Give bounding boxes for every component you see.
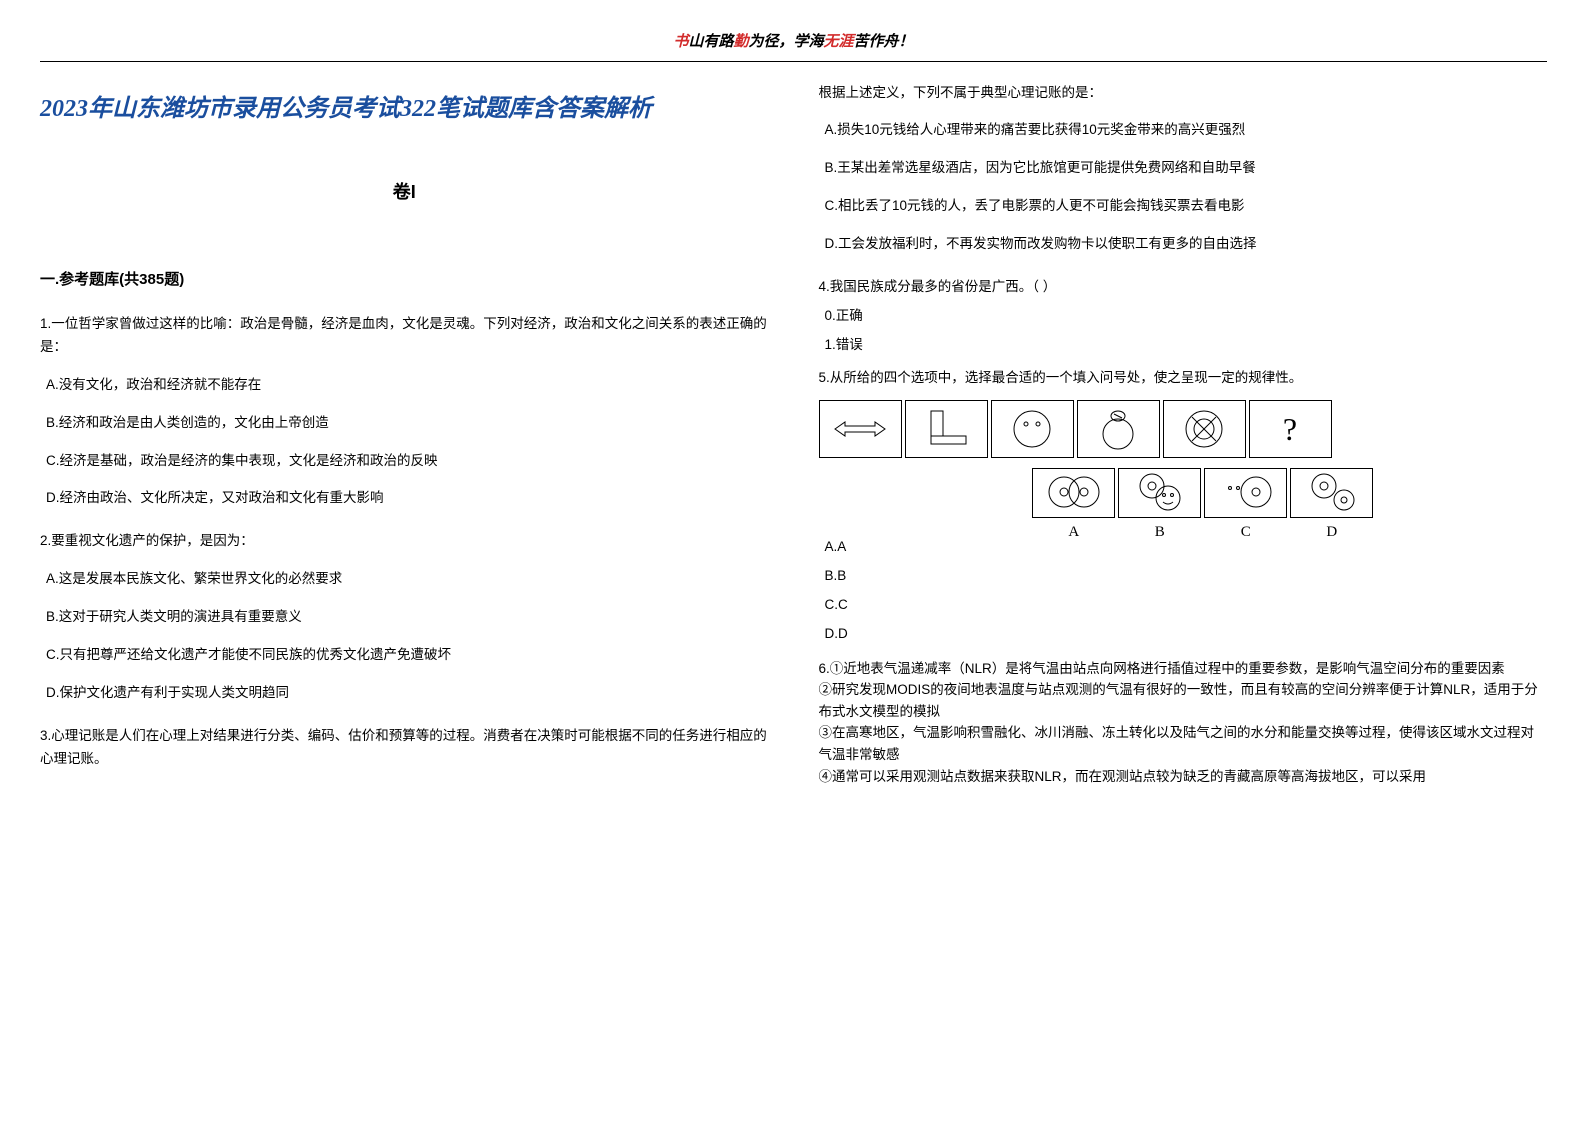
q5-option-b: B.B xyxy=(825,565,1548,588)
q6-line4: ④通常可以采用观测站点数据来获取NLR，而在观测站点较为缺乏的青藏高原等高海拔地… xyxy=(819,766,1548,788)
q3-option-b: B.王某出差常选星级酒店，因为它比旅馆更可能提供免费网络和自助早餐 xyxy=(825,157,1548,180)
q1-option-c: C.经济是基础，政治是经济的集中表现，文化是经济和政治的反映 xyxy=(46,450,769,473)
q3-stem-line2: 根据上述定义，下列不属于典型心理记账的是： xyxy=(819,82,1548,105)
q1-option-b: B.经济和政治是由人类创造的，文化由上帝创造 xyxy=(46,412,769,435)
q5-seq-5 xyxy=(1163,400,1246,458)
q5-seq-1 xyxy=(819,400,902,458)
q2-option-a: A.这是发展本民族文化、繁荣世界文化的必然要求 xyxy=(46,568,769,591)
q2-option-c: C.只有把尊严还给文化遗产才能使不同民族的优秀文化遗产免遭破坏 xyxy=(46,644,769,667)
q5-answer-c: C xyxy=(1204,468,1287,526)
q5-label-d: D xyxy=(1290,520,1373,546)
document-content: 2023年山东潍坊市录用公务员考试322笔试题库含答案解析 卷I 一.参考题库(… xyxy=(40,82,1547,788)
q6-line1: 6.①近地表气温递减率（NLR）是将气温由站点向网格进行插值过程中的重要参数，是… xyxy=(819,658,1548,680)
q5-option-c: C.C xyxy=(825,594,1548,617)
q1-option-a: A.没有文化，政治和经济就不能存在 xyxy=(46,374,769,397)
q5-seq-question: ? xyxy=(1249,400,1332,458)
q5-seq-3 xyxy=(991,400,1074,458)
q3-option-a: A.损失10元钱给人心理带来的痛苦要比获得10元奖金带来的高兴更强烈 xyxy=(825,119,1548,142)
q1-option-d: D.经济由政治、文化所决定，又对政治和文化有重大影响 xyxy=(46,487,769,510)
q3-option-d: D.工会发放福利时，不再发实物而改发购物卡以使职工有更多的自由选择 xyxy=(825,233,1548,256)
q5-stem: 5.从所给的四个选项中，选择最合适的一个填入问号处，使之呈现一定的规律性。 xyxy=(819,367,1548,390)
main-title: 2023年山东潍坊市录用公务员考试322笔试题库含答案解析 xyxy=(40,82,769,137)
quote-p2: 山有路 xyxy=(688,34,733,50)
question-mark-icon: ? xyxy=(1283,402,1297,456)
q4-stem: 4.我国民族成分最多的省份是广西。（ ） xyxy=(819,276,1548,299)
quote-p5: 无涯 xyxy=(824,34,854,50)
q5-label-a: A xyxy=(1032,520,1115,546)
question-section-heading: 一.参考题库(共385题) xyxy=(40,267,769,293)
section-title: 卷I xyxy=(40,177,769,208)
q6-line3: ③在高寒地区，气温影响积雪融化、冰川消融、冻土转化以及陆气之间的水分和能量交换等… xyxy=(819,722,1548,765)
header-divider xyxy=(40,61,1547,62)
q3-option-c: C.相比丢了10元钱的人，丢了电影票的人更不可能会掏钱买票去看电影 xyxy=(825,195,1548,218)
q2-stem: 2.要重视文化遗产的保护，是因为： xyxy=(40,530,769,553)
quote-p3: 勤 xyxy=(733,34,748,50)
q1-stem: 1.一位哲学家曾做过这样的比喻：政治是骨髓，经济是血肉，文化是灵魂。下列对经济，… xyxy=(40,313,769,359)
q5-answer-a: A xyxy=(1032,468,1115,526)
quote-p4: 为径，学海 xyxy=(749,34,824,50)
quote-p1: 书 xyxy=(673,34,688,50)
q5-answer-d: D xyxy=(1290,468,1373,526)
q5-seq-4 xyxy=(1077,400,1160,458)
q5-sequence-row: ? xyxy=(819,400,1548,458)
q2-option-b: B.这对于研究人类文明的演进具有重要意义 xyxy=(46,606,769,629)
q5-option-d: D.D xyxy=(825,623,1548,646)
q5-answer-row: A B xyxy=(819,468,1548,526)
q4-option-1: 1.错误 xyxy=(825,334,1548,357)
q5-seq-2 xyxy=(905,400,988,458)
q5-label-c: C xyxy=(1204,520,1287,546)
q5-answer-b: B xyxy=(1118,468,1201,526)
q3-stem-line1: 3.心理记账是人们在心理上对结果进行分类、编码、估价和预算等的过程。消费者在决策… xyxy=(40,725,769,771)
header-quote: 书山有路勤为径，学海无涯苦作舟！ xyxy=(40,30,1547,56)
q2-option-d: D.保护文化遗产有利于实现人类文明趋同 xyxy=(46,682,769,705)
q6-line2: ②研究发现MODIS的夜间地表温度与站点观测的气温有很好的一致性，而且有较高的空… xyxy=(819,679,1548,722)
q4-option-0: 0.正确 xyxy=(825,305,1548,328)
quote-p6: 苦作舟！ xyxy=(854,34,914,50)
q5-label-b: B xyxy=(1118,520,1201,546)
